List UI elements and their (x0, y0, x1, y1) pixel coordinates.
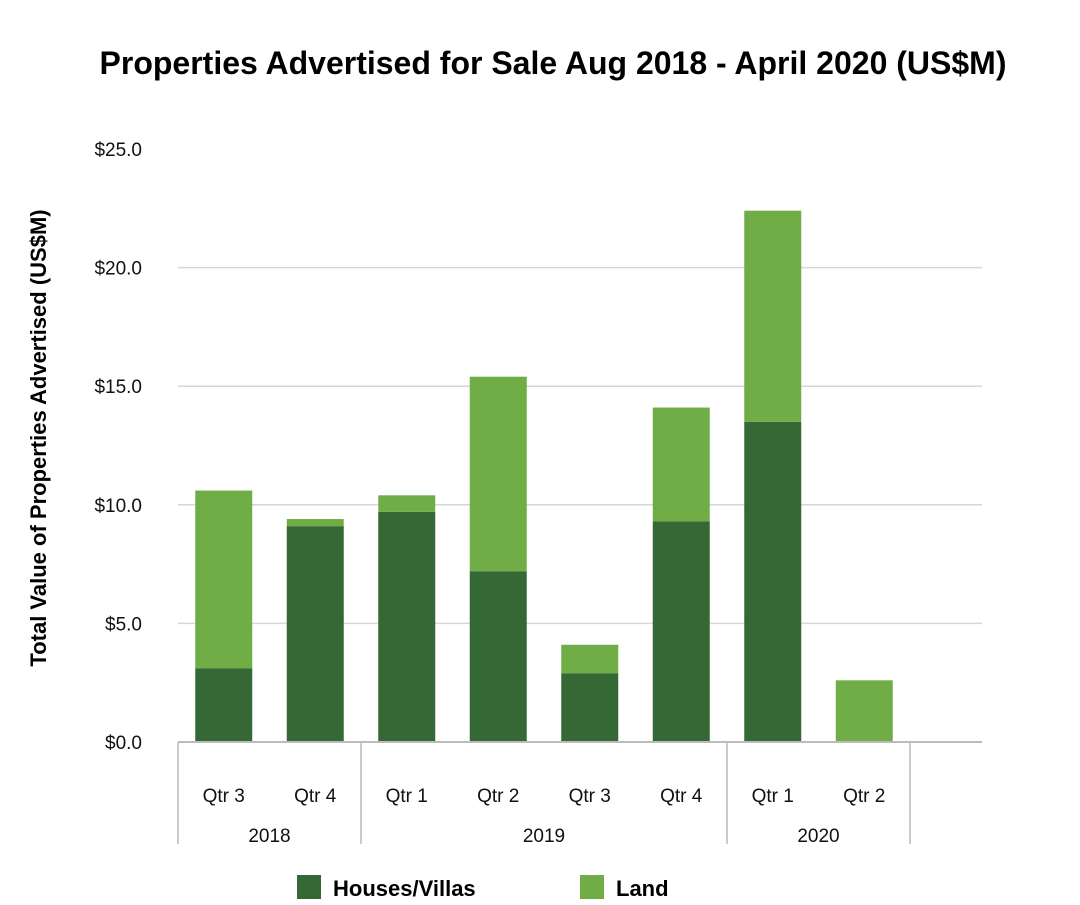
bar-houses (469, 571, 527, 742)
y-tick-label: $10.0 (94, 496, 142, 517)
bar-land (835, 680, 893, 742)
x-group-label: 2020 (797, 826, 839, 847)
x-tick-label: Qtr 1 (752, 786, 794, 807)
x-tick-label: Qtr 3 (203, 786, 245, 807)
x-group-label: 2018 (248, 826, 290, 847)
x-tick-label: Qtr 2 (477, 786, 519, 807)
legend-label-houses: Houses/Villas (333, 876, 476, 901)
bar-land (195, 490, 253, 669)
bar-land (744, 210, 802, 422)
x-tick-label: Qtr 2 (843, 786, 885, 807)
chart-title: Properties Advertised for Sale Aug 2018 … (100, 45, 1007, 81)
y-tick-label: $5.0 (105, 614, 142, 635)
y-axis-ticks: $0.0 $5.0 $10.0 $15.0 $20.0 $25.0 (94, 140, 142, 754)
y-tick-label: $0.0 (105, 733, 142, 754)
bar-land (286, 519, 344, 527)
x-group-label: 2019 (523, 826, 565, 847)
gridlines (178, 266, 982, 625)
legend: Houses/Villas Land (297, 875, 669, 901)
x-tick-label: Qtr 1 (386, 786, 428, 807)
bar-houses (378, 511, 436, 742)
x-axis: Qtr 3 Qtr 4 Qtr 1 Qtr 2 Qtr 3 Qtr 4 Qtr 1 Qtr 2… (177, 741, 982, 847)
legend-swatch-houses (297, 875, 321, 899)
x-tick-label: Qtr 4 (660, 786, 703, 807)
y-tick-label: $20.0 (94, 259, 142, 280)
y-tick-label: $15.0 (94, 377, 142, 398)
bar-land (378, 495, 436, 512)
bar-houses (561, 673, 619, 742)
bars (195, 210, 893, 742)
bar-houses (286, 526, 344, 742)
bar-land (561, 644, 619, 674)
bar-houses (744, 421, 802, 742)
legend-label-land: Land (616, 876, 669, 901)
bar-houses (652, 521, 710, 742)
bar-land (469, 376, 527, 572)
y-tick-label: $25.0 (94, 140, 142, 161)
legend-swatch-land (580, 875, 604, 899)
x-tick-label: Qtr 3 (569, 786, 611, 807)
bar-houses (195, 668, 253, 742)
y-axis-label: Total Value of Properties Advertised (US… (26, 209, 51, 666)
x-tick-label: Qtr 4 (294, 786, 337, 807)
bar-land (652, 407, 710, 522)
